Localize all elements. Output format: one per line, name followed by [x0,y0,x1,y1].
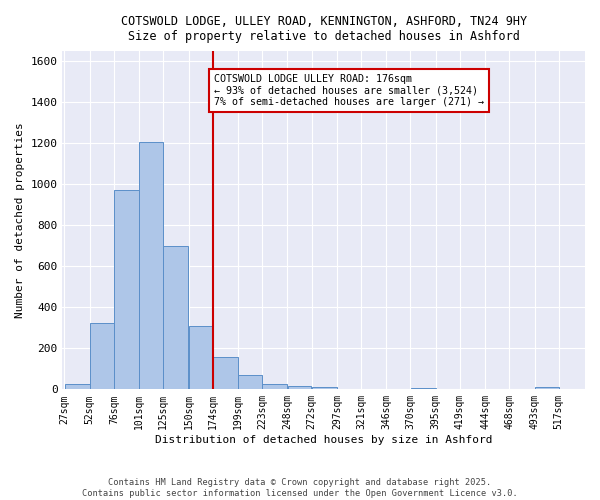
Bar [163,246,188,390]
Bar [238,374,262,390]
Bar [213,356,238,390]
Bar [535,386,559,390]
Bar [410,388,436,390]
Bar [188,326,212,390]
Bar [139,142,163,390]
Bar [287,386,311,390]
Y-axis label: Number of detached properties: Number of detached properties [15,122,25,318]
Text: Contains HM Land Registry data © Crown copyright and database right 2025.
Contai: Contains HM Land Registry data © Crown c… [82,478,518,498]
Bar [90,324,114,390]
Bar [65,384,89,390]
X-axis label: Distribution of detached houses by size in Ashford: Distribution of detached houses by size … [155,435,493,445]
Text: COTSWOLD LODGE ULLEY ROAD: 176sqm
← 93% of detached houses are smaller (3,524)
7: COTSWOLD LODGE ULLEY ROAD: 176sqm ← 93% … [214,74,484,107]
Bar [114,190,139,390]
Title: COTSWOLD LODGE, ULLEY ROAD, KENNINGTON, ASHFORD, TN24 9HY
Size of property relat: COTSWOLD LODGE, ULLEY ROAD, KENNINGTON, … [121,15,527,43]
Bar [262,384,287,390]
Bar [312,387,337,390]
